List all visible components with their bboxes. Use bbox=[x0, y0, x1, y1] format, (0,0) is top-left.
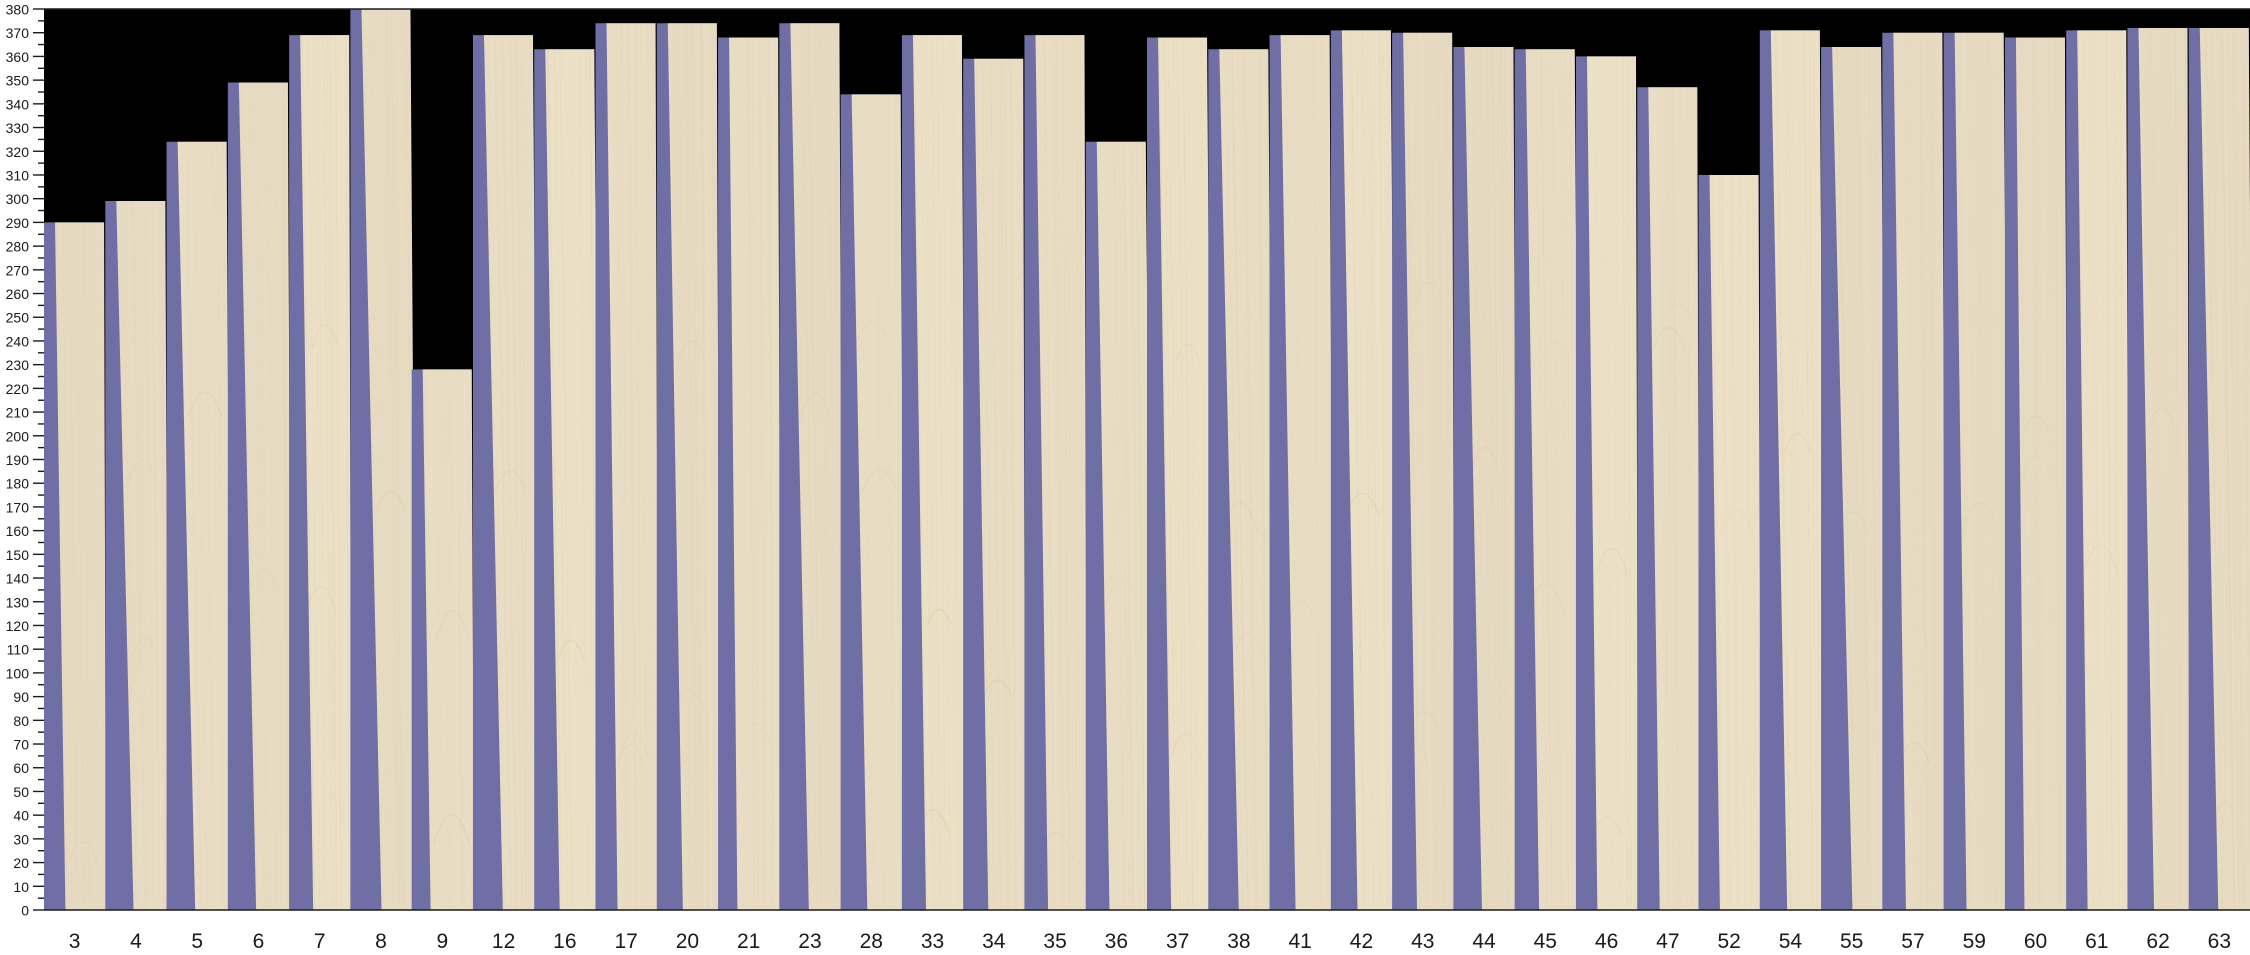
svg-text:54: 54 bbox=[1779, 930, 1803, 950]
svg-text:43: 43 bbox=[1411, 930, 1434, 950]
svg-text:35: 35 bbox=[1043, 930, 1066, 950]
svg-text:3: 3 bbox=[69, 930, 81, 950]
svg-text:40: 40 bbox=[13, 808, 29, 824]
svg-text:10: 10 bbox=[13, 879, 29, 895]
svg-text:310: 310 bbox=[6, 167, 30, 183]
svg-text:270: 270 bbox=[6, 262, 30, 278]
svg-text:290: 290 bbox=[6, 215, 30, 231]
svg-text:23: 23 bbox=[798, 930, 821, 950]
svg-text:90: 90 bbox=[13, 689, 29, 705]
svg-text:330: 330 bbox=[6, 120, 30, 136]
svg-text:33: 33 bbox=[921, 930, 944, 950]
svg-text:320: 320 bbox=[6, 144, 30, 160]
svg-text:7: 7 bbox=[314, 930, 326, 950]
svg-text:45: 45 bbox=[1534, 930, 1557, 950]
svg-text:34: 34 bbox=[982, 930, 1006, 950]
svg-text:9: 9 bbox=[436, 930, 448, 950]
svg-text:42: 42 bbox=[1350, 930, 1373, 950]
svg-text:44: 44 bbox=[1472, 930, 1496, 950]
svg-text:5: 5 bbox=[191, 930, 203, 950]
svg-text:62: 62 bbox=[2146, 930, 2169, 950]
svg-text:130: 130 bbox=[6, 594, 30, 610]
svg-text:52: 52 bbox=[1717, 930, 1740, 950]
svg-text:59: 59 bbox=[1963, 930, 1986, 950]
svg-text:6: 6 bbox=[253, 930, 265, 950]
svg-text:160: 160 bbox=[6, 523, 30, 539]
svg-text:220: 220 bbox=[6, 381, 30, 397]
svg-text:230: 230 bbox=[6, 357, 30, 373]
svg-text:38: 38 bbox=[1227, 930, 1250, 950]
svg-text:110: 110 bbox=[7, 642, 30, 658]
svg-text:250: 250 bbox=[6, 310, 30, 326]
svg-text:57: 57 bbox=[1901, 930, 1924, 950]
svg-text:240: 240 bbox=[6, 333, 30, 349]
svg-text:380: 380 bbox=[6, 2, 30, 18]
svg-text:210: 210 bbox=[6, 405, 30, 421]
svg-text:60: 60 bbox=[2024, 930, 2047, 950]
svg-text:37: 37 bbox=[1166, 930, 1189, 950]
svg-text:46: 46 bbox=[1595, 930, 1618, 950]
svg-text:21: 21 bbox=[737, 930, 760, 950]
svg-text:80: 80 bbox=[13, 713, 29, 729]
svg-text:17: 17 bbox=[614, 930, 637, 950]
svg-text:170: 170 bbox=[6, 499, 30, 515]
svg-text:28: 28 bbox=[860, 930, 883, 950]
svg-text:50: 50 bbox=[13, 784, 29, 800]
svg-text:4: 4 bbox=[130, 930, 142, 950]
svg-text:70: 70 bbox=[13, 737, 29, 753]
svg-text:20: 20 bbox=[676, 930, 699, 950]
svg-text:55: 55 bbox=[1840, 930, 1863, 950]
svg-text:63: 63 bbox=[2208, 930, 2231, 950]
svg-text:280: 280 bbox=[6, 239, 30, 255]
svg-text:8: 8 bbox=[375, 930, 387, 950]
svg-text:30: 30 bbox=[13, 831, 29, 847]
svg-text:100: 100 bbox=[6, 665, 30, 681]
svg-text:300: 300 bbox=[6, 191, 30, 207]
svg-text:47: 47 bbox=[1656, 930, 1679, 950]
svg-text:190: 190 bbox=[6, 452, 30, 468]
svg-text:340: 340 bbox=[6, 96, 30, 112]
svg-text:16: 16 bbox=[553, 930, 576, 950]
svg-text:150: 150 bbox=[6, 547, 30, 563]
svg-text:180: 180 bbox=[6, 476, 30, 492]
svg-text:200: 200 bbox=[6, 428, 30, 444]
svg-text:360: 360 bbox=[6, 49, 30, 65]
svg-text:120: 120 bbox=[6, 618, 30, 634]
svg-text:20: 20 bbox=[13, 855, 29, 871]
svg-text:12: 12 bbox=[492, 930, 515, 950]
svg-text:36: 36 bbox=[1105, 930, 1128, 950]
svg-text:370: 370 bbox=[6, 25, 30, 41]
svg-text:60: 60 bbox=[13, 760, 29, 776]
svg-text:61: 61 bbox=[2085, 930, 2108, 950]
svg-text:260: 260 bbox=[6, 286, 30, 302]
svg-text:140: 140 bbox=[6, 571, 30, 587]
svg-text:350: 350 bbox=[6, 73, 30, 89]
svg-text:0: 0 bbox=[21, 903, 29, 919]
svg-text:41: 41 bbox=[1289, 930, 1312, 950]
